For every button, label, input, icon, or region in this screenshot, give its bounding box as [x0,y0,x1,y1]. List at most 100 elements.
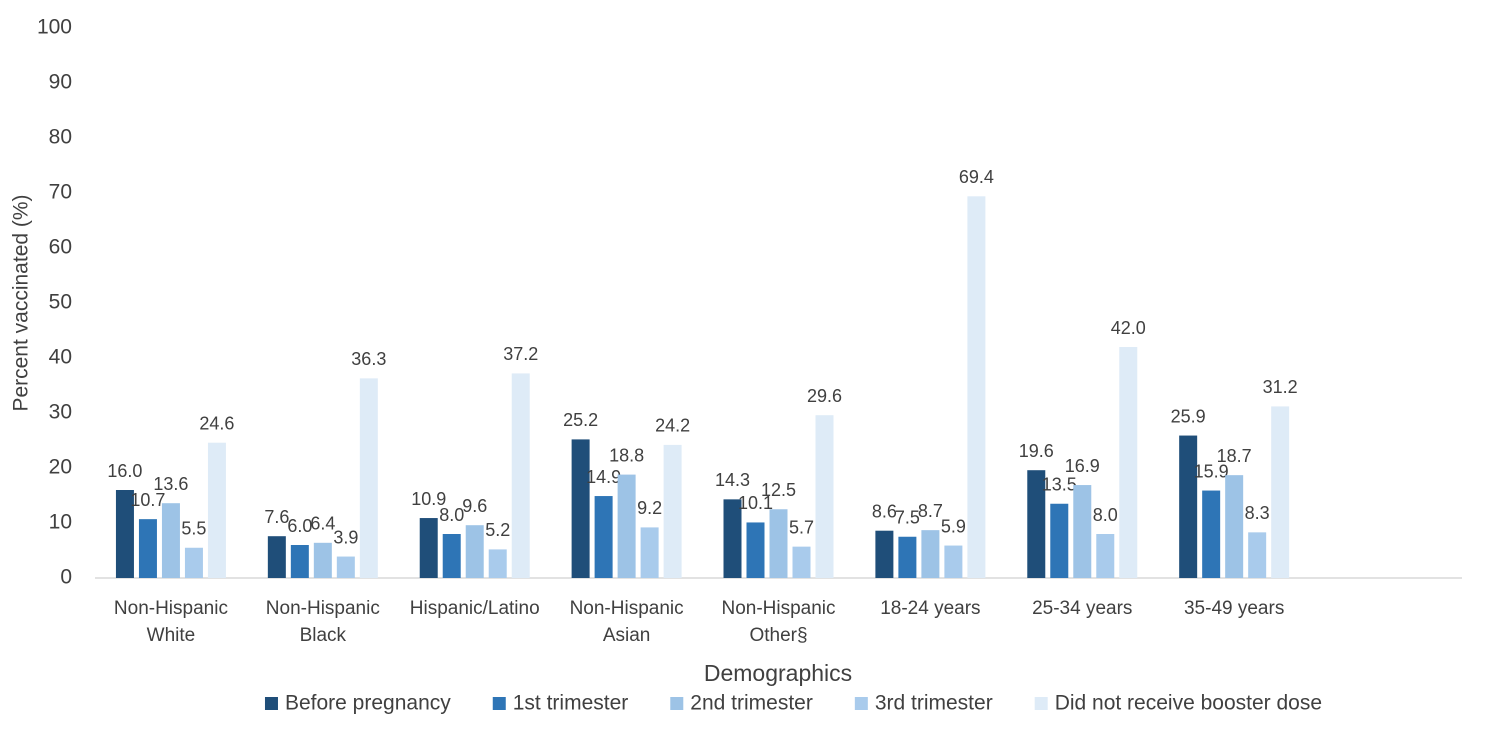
legend-label: Before pregnancy [285,692,451,715]
bar [207,442,226,578]
x-tick-label: Non-Hispanic Asian [570,598,684,646]
data-label: 24.2 [655,416,690,436]
bar [898,536,917,578]
legend-swatch [854,697,868,710]
data-label: 12.5 [761,480,796,500]
y-tick-label: 40 [49,346,72,369]
bar [792,546,811,578]
data-label: 13.5 [1042,475,1077,495]
bar [115,490,134,578]
y-tick-label: 0 [60,566,72,589]
y-tick-label: 80 [49,126,72,149]
bar [875,530,894,578]
data-label: 16.9 [1065,456,1100,476]
bar [138,519,157,578]
y-tick-label: 60 [49,236,72,259]
data-label: 7.6 [264,507,289,527]
legend-label: 3rd trimester [875,692,993,715]
bar [465,525,484,578]
bar [336,556,355,578]
x-tick-label: 25-34 years [1032,598,1132,619]
data-label: 8.3 [1245,503,1270,523]
data-label: 16.0 [107,461,142,481]
x-tick-label: 35-49 years [1184,598,1284,619]
bar [617,474,636,578]
data-label: 36.3 [351,349,386,369]
bar [967,196,986,579]
x-tick-label: Non-Hispanic Black [266,598,380,646]
y-axis-title: Percent vaccinated (%) [10,194,33,411]
bar [571,439,590,578]
bar [1202,490,1221,578]
data-label: 10.9 [411,489,446,509]
bar [1050,503,1069,578]
data-label: 8.6 [872,501,897,521]
legend-label: 1st trimester [513,692,629,715]
bar [359,378,378,578]
data-label: 37.2 [503,344,538,364]
data-label: 8.7 [918,501,943,521]
y-tick-label: 20 [49,456,72,479]
data-label: 6.4 [310,514,335,534]
x-axis-title: Demographics [704,660,852,686]
bar [1096,534,1115,578]
data-label: 8.0 [1093,505,1118,525]
bar [442,534,461,578]
bar [746,522,765,578]
legend-swatch [264,697,278,710]
data-label: 31.2 [1263,377,1298,397]
bar [419,518,438,578]
bar [267,536,286,578]
x-tick-label: Hispanic/Latino [410,598,540,619]
x-tick-label: Non-Hispanic Other§ [721,598,835,646]
y-tick-label: 30 [49,401,72,424]
data-label: 24.6 [199,413,234,433]
data-label: 15.9 [1194,461,1229,481]
legend-label: Did not receive booster dose [1055,692,1322,715]
bar [1027,470,1046,578]
data-label: 9.2 [637,498,662,518]
data-label: 5.7 [789,517,814,537]
data-label: 6.0 [287,516,312,536]
data-label: 5.2 [485,520,510,540]
data-label: 10.1 [738,493,773,513]
bar [723,499,742,578]
data-label: 9.6 [462,496,487,516]
bar [1119,347,1138,578]
bar [1248,532,1267,578]
data-label: 5.5 [181,519,206,539]
bar [511,373,530,578]
data-label: 42.0 [1111,318,1146,338]
bar [921,530,940,578]
bar [815,415,834,578]
legend-swatch [1034,697,1048,710]
bar [594,496,613,578]
data-label: 3.9 [333,527,358,547]
data-label: 69.4 [959,167,994,187]
x-tick-label: Non-Hispanic White [114,598,228,646]
data-label: 18.7 [1217,446,1252,466]
y-tick-label: 90 [49,71,72,94]
bar [488,549,507,578]
y-tick-label: 70 [49,181,72,204]
data-label: 14.9 [586,467,621,487]
data-label: 7.5 [895,508,920,528]
bar [1271,406,1290,578]
x-tick-label: 18-24 years [880,598,980,619]
bar [161,503,180,578]
data-label: 14.3 [715,470,750,490]
data-label: 10.7 [130,490,165,510]
data-label: 8.0 [439,505,464,525]
legend-label: 2nd trimester [690,692,813,715]
bar [290,545,309,578]
data-label: 29.6 [807,386,842,406]
bar [1073,485,1092,578]
bar [1225,475,1244,578]
data-label: 25.9 [1171,406,1206,426]
y-tick-label: 50 [49,291,72,314]
data-label: 25.2 [563,410,598,430]
legend-swatch [492,697,506,710]
bar [313,542,332,578]
bar [184,547,203,578]
